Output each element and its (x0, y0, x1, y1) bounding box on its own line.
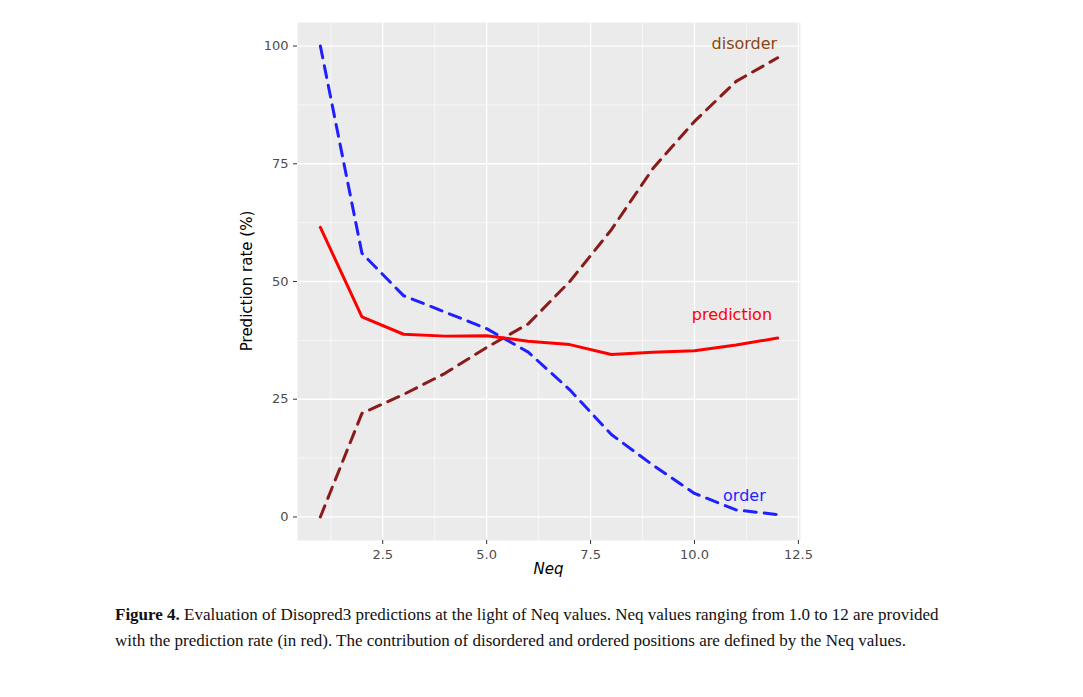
svg-text:disorder: disorder (712, 34, 778, 53)
svg-text:75: 75 (272, 156, 289, 171)
svg-text:order: order (723, 486, 766, 505)
svg-text:0: 0 (280, 509, 288, 524)
svg-text:prediction: prediction (692, 305, 772, 324)
svg-text:2.5: 2.5 (372, 547, 393, 562)
svg-text:Prediction rate (%): Prediction rate (%) (238, 211, 256, 351)
svg-text:100: 100 (264, 38, 289, 53)
svg-text:10.0: 10.0 (680, 547, 709, 562)
svg-text:50: 50 (272, 274, 289, 289)
svg-text:5.0: 5.0 (476, 547, 497, 562)
svg-text:12.5: 12.5 (784, 547, 813, 562)
svg-text:Neq: Neq (534, 560, 564, 578)
svg-text:7.5: 7.5 (580, 547, 601, 562)
svg-text:25: 25 (272, 391, 289, 406)
html-text:Figure 4. Evaluation of Disopr: Figure 4. Evaluation of Disopred3 predic… (115, 605, 939, 651)
